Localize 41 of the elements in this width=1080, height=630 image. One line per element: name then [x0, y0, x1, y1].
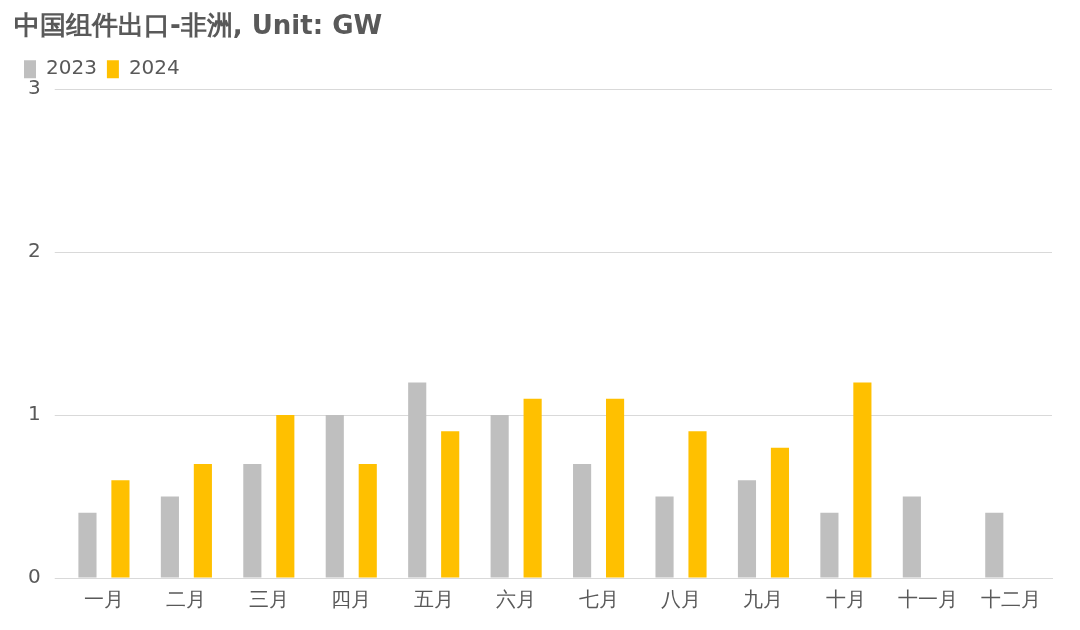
bar — [325, 415, 344, 578]
y-tick-label: 2 — [27, 238, 41, 263]
chart-title: 中国组件出口-非洲, Unit: GW — [14, 10, 383, 41]
bar — [111, 480, 130, 578]
bar — [688, 431, 707, 578]
x-tick-label: 一月 — [83, 587, 124, 612]
bar — [243, 463, 262, 578]
bar — [902, 496, 921, 578]
x-tick-label: 十月 — [825, 587, 866, 612]
bar — [573, 463, 592, 578]
bar — [160, 496, 179, 578]
bar — [820, 512, 839, 578]
bar — [606, 398, 625, 578]
x-tick-label: 六月 — [496, 587, 537, 612]
x-tick-label: 七月 — [578, 587, 619, 612]
y-tick-label: 1 — [27, 401, 41, 426]
legend-label: 2023 — [46, 55, 97, 80]
bar — [490, 415, 509, 578]
y-tick-label: 0 — [27, 564, 41, 589]
x-tick-label: 四月 — [331, 587, 372, 612]
bar — [358, 463, 377, 578]
bar — [985, 512, 1004, 578]
bar — [193, 463, 212, 578]
x-tick-label: 十一月 — [898, 587, 959, 612]
bar — [408, 382, 427, 578]
x-tick-label: 五月 — [413, 587, 454, 612]
x-tick-label: 九月 — [743, 587, 784, 612]
y-tick-label: 3 — [27, 75, 41, 100]
bar — [276, 415, 295, 578]
bar — [441, 431, 460, 578]
x-tick-label: 三月 — [248, 587, 289, 612]
bar — [737, 480, 757, 578]
x-tick-label: 二月 — [166, 587, 207, 612]
bar — [523, 398, 542, 578]
bar — [853, 382, 872, 578]
legend-label: 2024 — [128, 55, 180, 80]
bar — [770, 447, 790, 578]
bar — [78, 512, 97, 578]
bar — [655, 496, 674, 578]
x-tick-label: 十二月 — [980, 587, 1041, 612]
x-tick-label: 八月 — [661, 587, 702, 612]
